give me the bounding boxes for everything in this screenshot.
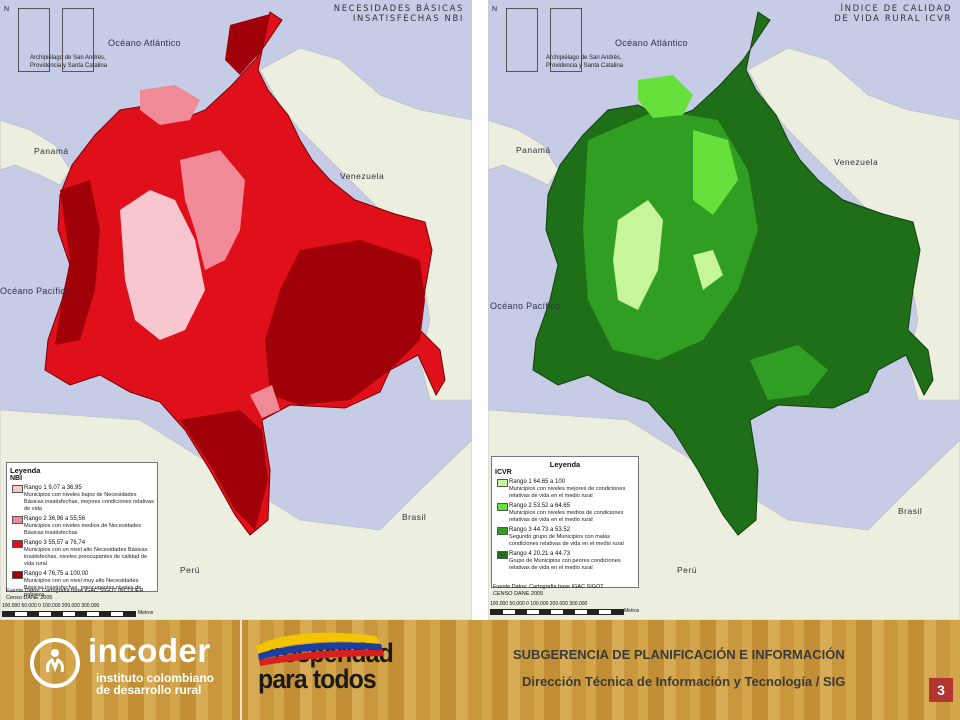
label-peru-icvr: Perú	[677, 565, 697, 575]
footer-banner: incoder instituto colombiano de desarrol…	[0, 620, 960, 720]
legend-item-icvr-2: Rango 2 53.52 a 64.65 Municipios con niv…	[495, 503, 635, 524]
legend-swatch	[12, 485, 23, 493]
legend-description: Municipios con niveles mejores de condic…	[509, 486, 626, 499]
legend-item-icvr-3: Rango 3 44.73 a 53.52 Segundo grupo de M…	[495, 527, 635, 548]
legend-subtitle-icvr: ICVR	[495, 469, 512, 476]
legend-range-label: Rango 2 53.52 a 64.65	[509, 503, 571, 509]
legend-swatch	[12, 571, 23, 579]
north-arrow-nbi: N	[4, 6, 14, 30]
icvr-region-light-east	[693, 250, 723, 290]
legend-range-label: Rango 4 20.21 a 44.73	[509, 551, 571, 557]
footer-divider	[240, 620, 242, 720]
icvr-region-mid-south	[750, 345, 828, 400]
inset-box-2-nbi	[62, 8, 94, 72]
legend-range-label: Rango 3 44.73 a 53.52	[509, 527, 571, 533]
scale-bar-icvr	[490, 609, 624, 615]
legend-item-nbi-4: Rango 4 76,75 a 100,00 Municipios con un…	[10, 571, 154, 599]
legend-description: Municipios con niveles medios de Necesid…	[24, 523, 142, 536]
nbi-map-panel: N Archipiélago de San Andrés, Providenci…	[0, 0, 472, 620]
incoder-brand-name: incoder	[88, 632, 211, 669]
label-panama-nbi: Panamá	[34, 146, 69, 156]
label-peru-nbi: Perú	[180, 565, 200, 575]
source-note-icvr: Fuente Datos: Cartografía base IGAC SIGO…	[493, 584, 604, 597]
incoder-tagline: instituto colombiano de desarrollo rural	[96, 671, 214, 697]
icvr-map-panel: N Archipiélago de San Andrés, Providenci…	[488, 0, 960, 620]
map-title-icvr: ÍNDICE DE CALIDAD DE VIDA RURAL ICVR	[834, 4, 952, 24]
inset-box-1-nbi	[18, 8, 50, 72]
legend-description: Municipios con un nivel muy alto Necesid…	[24, 578, 142, 598]
scale-units-nbi: Metros	[138, 610, 154, 616]
label-venezuela-icvr: Venezuela	[834, 157, 879, 167]
legend-swatch	[497, 503, 508, 511]
icvr-region-bright-2	[693, 130, 738, 215]
label-brasil-nbi: Brasil	[402, 512, 427, 522]
label-ocean-pacific-nbi: Océano Pacífico	[0, 286, 71, 296]
colombia-shape-nbi	[44, 11, 446, 536]
label-ocean-atlantic-icvr: Océano Atlántico	[615, 38, 688, 48]
legend-icvr: Leyenda ICVR Rango 1 64.65 a 100 Municip…	[491, 456, 639, 588]
inset-caption-nbi: Archipiélago de San Andrés, Providencia …	[30, 55, 108, 69]
map-title-nbi: NECESIDADES BÁSICAS INSATISFECHAS NBI	[333, 4, 464, 24]
label-panama-icvr: Panamá	[516, 145, 551, 155]
legend-description: Municipios con niveles bajos de Necesida…	[24, 492, 154, 512]
prosperidad-ribbon-icon	[256, 632, 384, 666]
legend-description: Municipios con niveles medios de condici…	[509, 510, 624, 523]
inset-box-1-icvr	[506, 8, 538, 72]
nbi-region-dark-east	[265, 240, 425, 405]
label-ocean-atlantic-nbi: Océano Atlántico	[108, 38, 181, 48]
page-number-badge: 3	[929, 678, 953, 702]
legend-range-label: Rango 4 76,75 a 100,00	[24, 571, 89, 577]
icvr-region-bright-1	[638, 75, 693, 118]
legend-title-nbi: Leyenda	[10, 466, 41, 475]
legend-description: Grupo de Municipios con peores condicion…	[509, 558, 621, 571]
nbi-region-dark-south	[180, 410, 268, 530]
legend-range-label: Rango 3 55,57 a 76,74	[24, 540, 86, 546]
nbi-region-mid-andes	[180, 150, 245, 270]
icvr-region-light-andes	[613, 200, 663, 310]
legend-range-label: Rango 1 9,07 a 36,95	[24, 485, 82, 491]
land-panama-right	[488, 119, 559, 186]
legend-swatch	[12, 540, 23, 548]
legend-item-icvr-4: Rango 4 20.21 a 44.73 Grupo de Municipio…	[495, 551, 635, 572]
source-note-nbi: Fuente Datos: Cartografía base IGAC SIGO…	[6, 588, 144, 601]
nbi-region-light-andes	[120, 190, 205, 340]
label-brasil-icvr: Brasil	[898, 506, 923, 516]
legend-swatch	[497, 551, 508, 559]
land-panama-left	[0, 119, 71, 186]
legend-item-icvr-1: Rango 1 64.65 a 100 Municipios con nivel…	[495, 479, 635, 500]
scale-ticks-icvr: 100.000 50.000 0 100.000 200.000 300.000	[490, 601, 588, 607]
legend-item-nbi-3: Rango 3 55,57 a 76,74 Municipios con un …	[10, 540, 154, 568]
legend-swatch	[12, 516, 23, 524]
inset-caption-icvr: Archipiélago de San Andrés, Providencia …	[546, 55, 624, 69]
label-venezuela-nbi: Venezuela	[340, 171, 385, 181]
nbi-region-dark-pacific	[55, 180, 100, 345]
legend-description: Segundo grupo de Municipios con malas co…	[509, 534, 624, 547]
legend-subtitle-nbi: NBI	[10, 475, 23, 482]
legend-swatch	[497, 527, 508, 535]
scale-ticks-nbi: 100.000 50.000 0 100.000 200.000 300.000	[2, 603, 100, 609]
incoder-logo-glyph	[46, 649, 64, 673]
inset-box-2-icvr	[550, 8, 582, 72]
legend-description: Municipios con un nivel alto Necesidades…	[24, 547, 148, 567]
legend-range-label: Rango 2 36,96 a 55,56	[24, 516, 86, 522]
scale-bar-nbi	[2, 611, 136, 617]
legend-swatch	[497, 479, 508, 487]
legend-item-nbi-1: Rango 1 9,07 a 36,95 Municipios con nive…	[10, 485, 154, 513]
nbi-region-dark-north	[225, 14, 270, 75]
north-arrow-letter: N	[492, 6, 498, 13]
legend-nbi: Leyenda NBI Rango 1 9,07 a 36,95 Municip…	[6, 462, 158, 598]
north-arrow-letter: N	[4, 6, 10, 13]
legend-title-icvr: Leyenda	[549, 460, 581, 469]
direccion-subheading: Dirección Técnica de Información y Tecno…	[522, 674, 846, 689]
subgerencia-heading: SUBGERENCIA DE PLANIFICACIÓN E INFORMACI…	[513, 647, 845, 662]
label-ocean-pacific-icvr: Océano Pacífico	[490, 301, 561, 311]
north-arrow-icvr: N	[492, 6, 502, 30]
legend-item-nbi-2: Rango 2 36,96 a 55,56 Municipios con niv…	[10, 516, 154, 537]
nbi-region-mid-coast	[140, 85, 200, 125]
nbi-region-mid-llanos	[250, 385, 280, 418]
incoder-logo-icon	[30, 638, 80, 688]
scale-units-icvr: Metros	[624, 608, 640, 614]
legend-range-label: Rango 1 64.65 a 100	[509, 479, 566, 485]
